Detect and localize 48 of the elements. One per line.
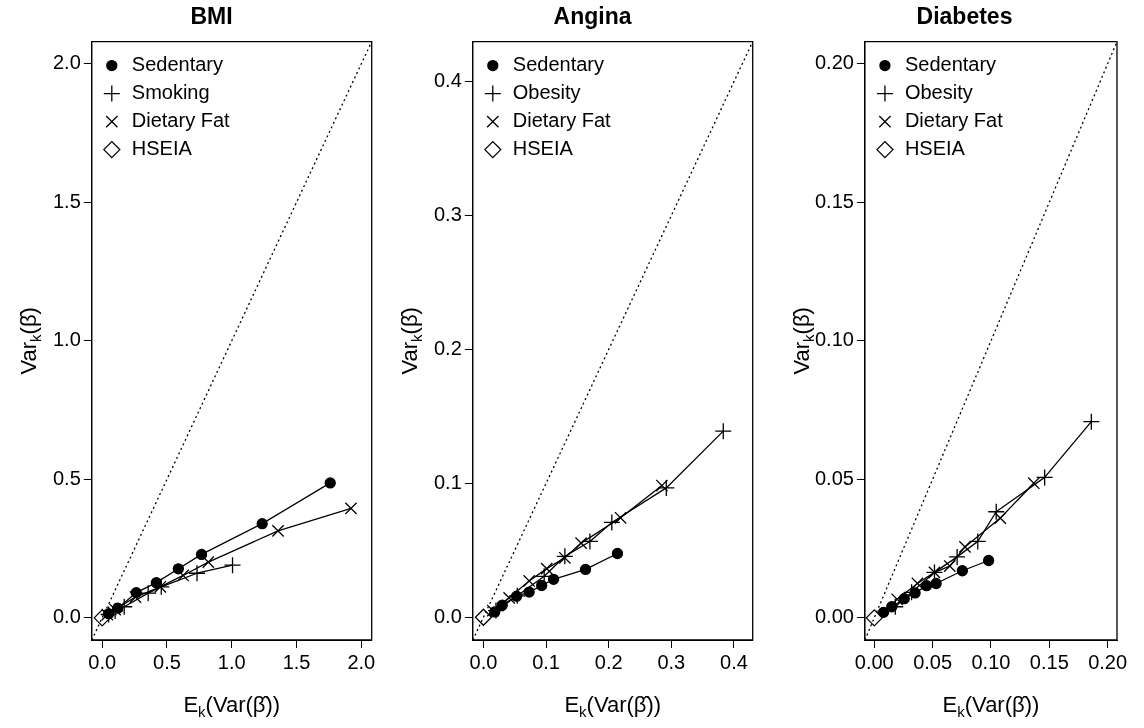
y-tick-label: 0.2 xyxy=(433,337,462,360)
y-tick-label: 0.4 xyxy=(433,69,462,92)
x-tick-label: 0.3 xyxy=(657,650,686,673)
chart-title: Diabetes xyxy=(916,3,1013,30)
y-tick-label: 1.5 xyxy=(52,189,81,212)
legend-label: Obesity xyxy=(512,81,581,104)
legend-label: Smoking xyxy=(131,81,210,104)
legend-label: HSEIA xyxy=(131,137,193,160)
y-tick-label: 0.10 xyxy=(814,328,854,351)
x-tick-label: 0.10 xyxy=(971,650,1011,673)
legend-label: Obesity xyxy=(904,81,973,104)
chart-title: Angina xyxy=(553,3,632,30)
y-tick-label: 0.3 xyxy=(433,203,462,226)
legend-label: Dietary Fat xyxy=(131,109,231,132)
legend-label: Sedentary xyxy=(131,53,223,76)
x-tick-label: 0.15 xyxy=(1029,650,1069,673)
y-axis-title: Vark(β̂) xyxy=(396,307,425,375)
legend-label: Sedentary xyxy=(512,53,604,76)
y-tick-label: 0.0 xyxy=(433,604,462,627)
x-tick-label: 0.20 xyxy=(1088,650,1128,673)
y-tick-label: 0.5 xyxy=(52,466,81,489)
x-tick-label: 0.05 xyxy=(913,650,953,673)
chart-title: BMI xyxy=(190,3,233,30)
x-tick-label: 0.00 xyxy=(854,650,894,673)
x-tick-label: 2.0 xyxy=(347,650,376,673)
y-tick-label: 0.0 xyxy=(52,605,81,628)
legend-label: Sedentary xyxy=(904,53,997,76)
y-tick-label: 0.1 xyxy=(433,470,462,493)
legend-label: HSEIA xyxy=(512,137,574,160)
y-axis-title: Vark(β̂) xyxy=(15,307,44,375)
x-tick-label: 0.1 xyxy=(532,650,560,673)
x-tick-label: 0.4 xyxy=(720,650,748,673)
y-axis-title: Vark(β̂) xyxy=(788,307,817,375)
x-tick-label: 1.0 xyxy=(217,650,246,673)
y-tick-label: 2.0 xyxy=(52,51,81,74)
legend-label: HSEIA xyxy=(904,137,966,160)
x-tick-label: 0.5 xyxy=(153,650,181,673)
x-tick-label: 0.2 xyxy=(594,650,623,673)
x-tick-label: 0.0 xyxy=(88,650,117,673)
y-tick-label: 0.05 xyxy=(814,466,854,489)
y-tick-label: 1.0 xyxy=(52,328,81,351)
legend-label: Dietary Fat xyxy=(512,109,612,132)
x-tick-label: 0.0 xyxy=(469,650,498,673)
legend-label: Dietary Fat xyxy=(904,109,1004,132)
y-tick-label: 0.15 xyxy=(814,189,854,212)
x-tick-label: 1.5 xyxy=(282,650,311,673)
y-tick-label: 0.00 xyxy=(814,605,854,628)
y-tick-label: 0.20 xyxy=(814,51,854,74)
